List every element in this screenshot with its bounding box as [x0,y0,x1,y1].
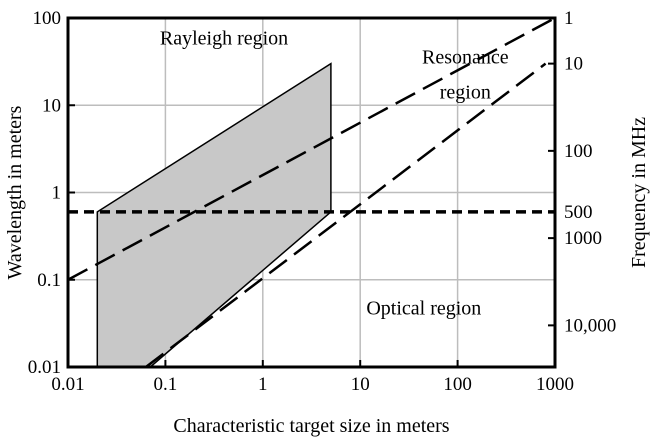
y2-tick-label-2: 100 [564,141,593,162]
y2-tick-label-3: 500 [564,202,593,223]
x-tick-label-4: 100 [443,374,472,395]
y2-axis-title: Frequency in MHz [628,117,650,268]
x-tick-label-2: 1 [258,374,268,395]
annotation-1: Resonance [422,47,509,69]
y-axis-title: Wavelength in meters [4,105,26,279]
annotation-2: region [440,81,491,103]
x-tick-label-1: 0.1 [154,374,178,395]
y-tick-label-1: 0.1 [37,270,61,291]
x-tick-label-0: 0.01 [51,374,84,395]
y2-tick-label-1: 10 [564,54,583,75]
annotations: Rayleigh region Resonance region Optical re… [160,27,509,319]
tick-labels: 0.01 0.1 1 10 100 1000 0.01 0.1 1 10 100 1 10 100 500 1… [28,8,617,395]
y2-tick-label-0: 1 [564,8,574,29]
y-tick-label-0: 0.01 [28,357,61,378]
x-axis-title: Characteristic target size in meters [173,415,449,437]
x-tick-label-5: 1000 [536,374,574,395]
y-tick-label-4: 100 [33,8,62,29]
y2-tick-label-5: 10,000 [564,315,616,336]
x-tick-label-3: 10 [351,374,370,395]
series-line-1 [145,62,547,368]
y2-tick-label-4: 1000 [564,228,602,249]
y-tick-label-3: 10 [42,95,61,116]
tick-marks [67,17,556,368]
series-lines [67,16,556,368]
annotation-0: Rayleigh region [160,27,288,49]
shaded-region-group [96,62,332,368]
annotation-3: Optical region [366,297,481,319]
y-tick-label-2: 1 [52,183,62,204]
shaded-region [96,62,332,368]
